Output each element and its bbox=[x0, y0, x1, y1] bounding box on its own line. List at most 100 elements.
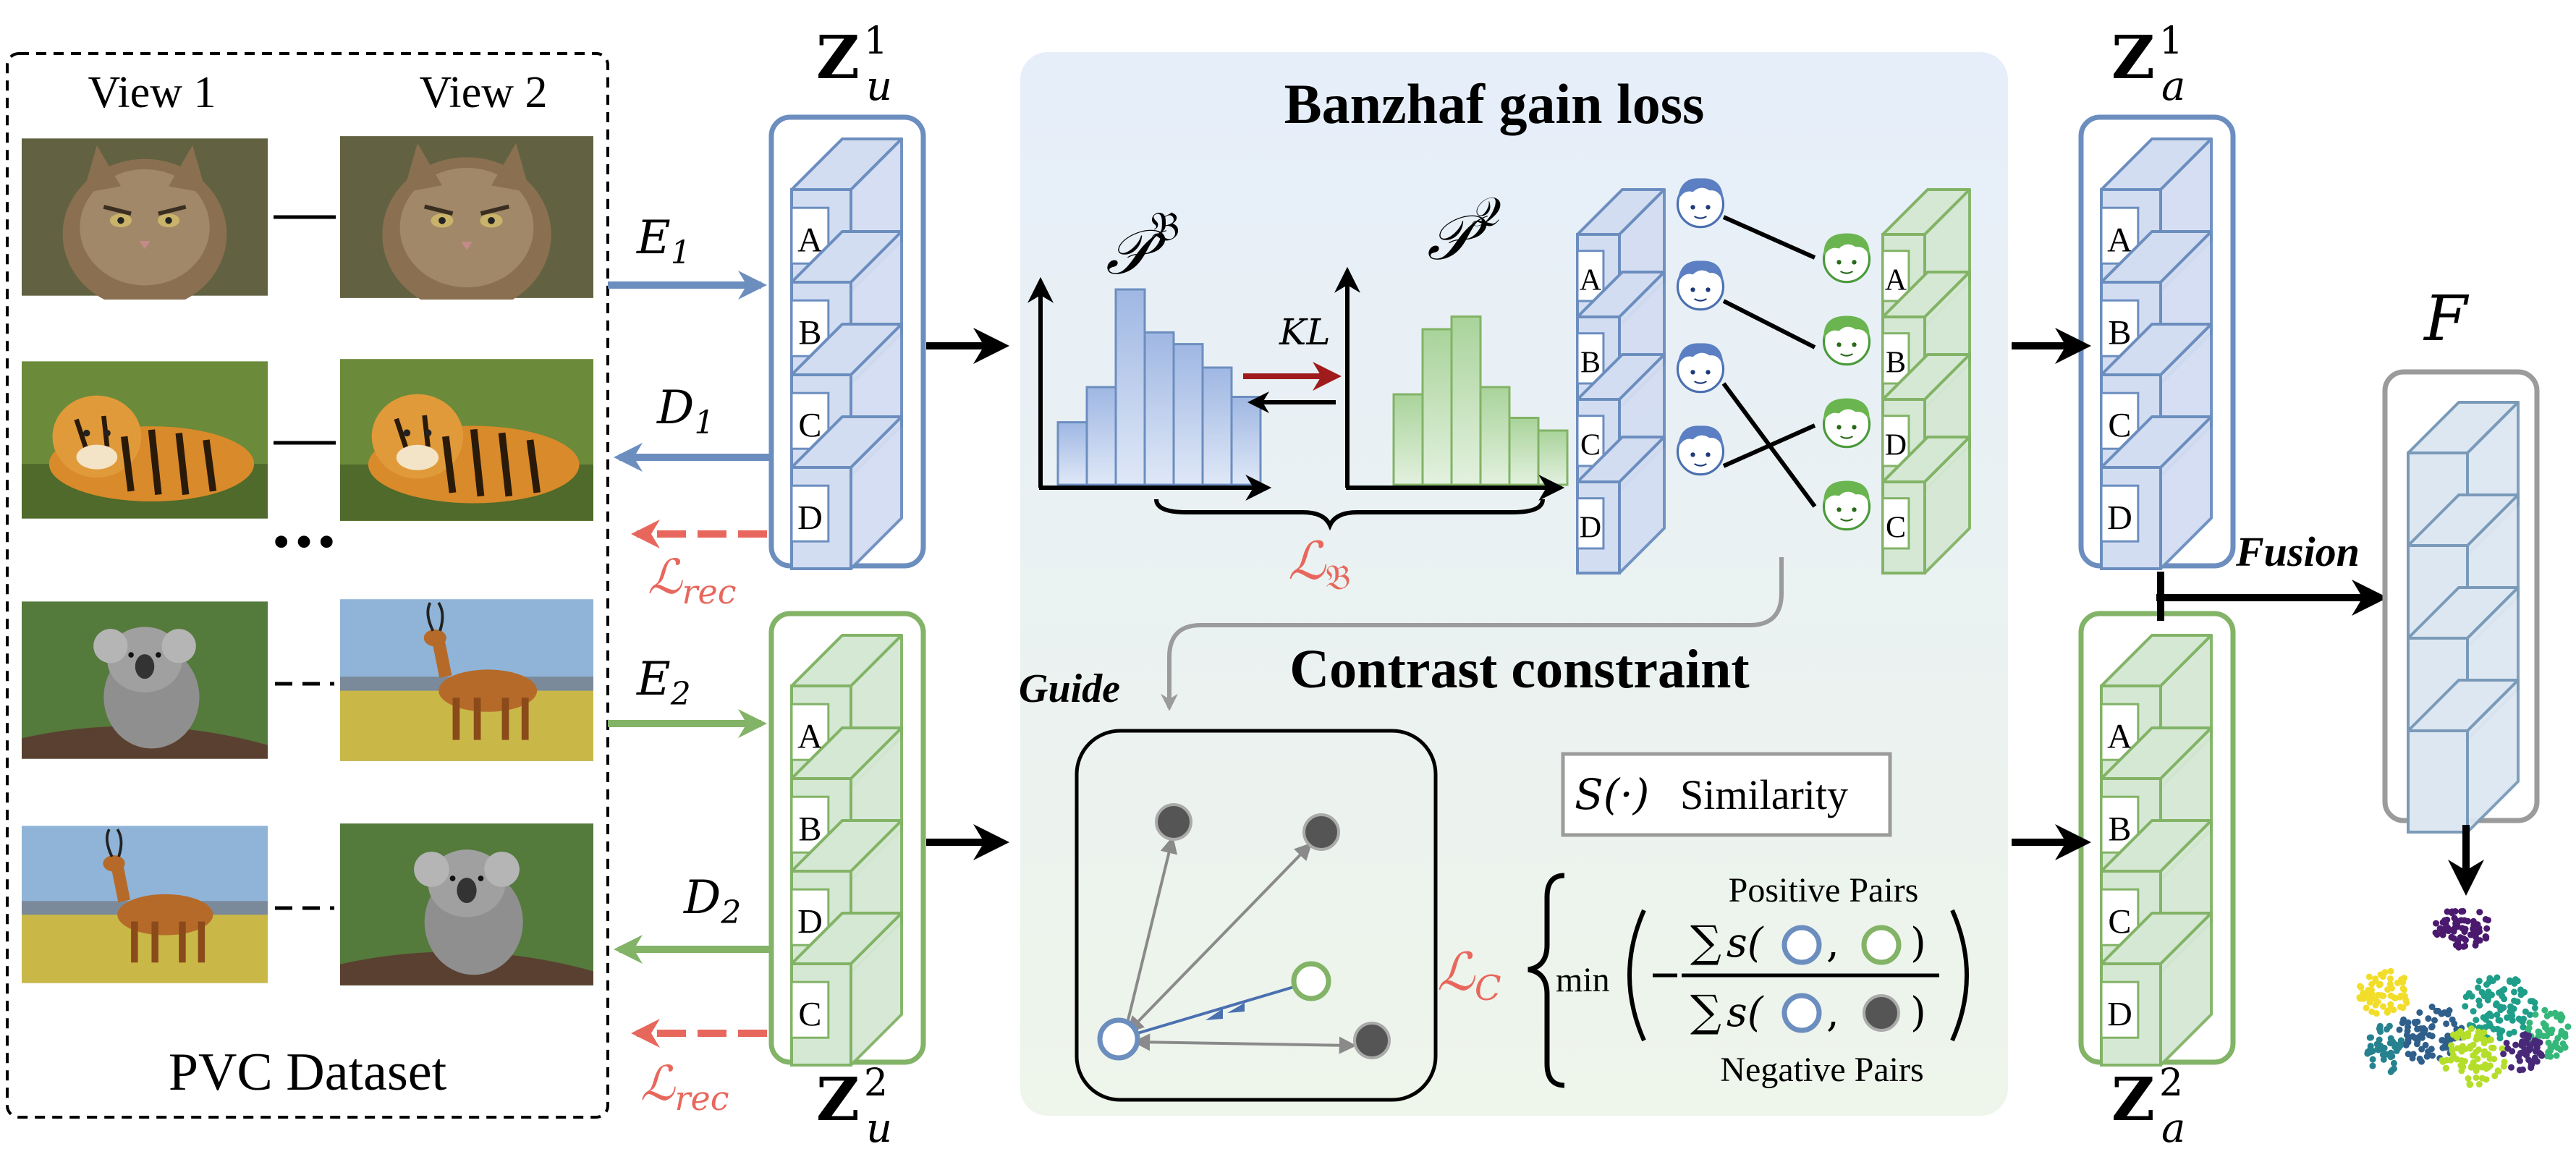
scatter-point bbox=[2545, 1048, 2552, 1056]
scatter-point bbox=[2460, 935, 2467, 942]
scatter-point bbox=[2452, 920, 2460, 927]
decoder-d1: D1 bbox=[614, 381, 773, 472]
scatter-point bbox=[2497, 1004, 2504, 1011]
latent-zu1-stack: A B C D bbox=[768, 114, 926, 570]
scatter-point bbox=[2494, 1026, 2501, 1033]
block-label: C bbox=[1580, 429, 1601, 462]
dark-node bbox=[1353, 1022, 1391, 1059]
d1-sub: 1 bbox=[694, 404, 714, 441]
match-line bbox=[1722, 299, 1816, 349]
scatter-point bbox=[2495, 1068, 2502, 1075]
scatter-point bbox=[2473, 1048, 2480, 1056]
scatter-point bbox=[2428, 1046, 2435, 1053]
decoder-d2: D2 bbox=[614, 871, 773, 964]
scatter-point bbox=[2499, 987, 2506, 994]
scatter-point bbox=[2554, 1044, 2561, 1051]
scatter-point bbox=[2473, 1017, 2480, 1024]
scatter-point bbox=[2363, 1004, 2370, 1012]
negative-pairs-label: Negative Pairs bbox=[1720, 1051, 1923, 1089]
scatter-point bbox=[2364, 1048, 2371, 1056]
scatter-point bbox=[2506, 1030, 2513, 1038]
hist-q-bar-3 bbox=[1479, 386, 1511, 486]
block-label-box bbox=[790, 980, 830, 1039]
scatter-point bbox=[2514, 978, 2521, 985]
scatter-point bbox=[2418, 1046, 2425, 1053]
e2-sub: 2 bbox=[670, 676, 691, 713]
scatter-point bbox=[2402, 1041, 2410, 1048]
scatter-point bbox=[2525, 1025, 2533, 1032]
block-label: A bbox=[1580, 264, 1602, 297]
scatter-point bbox=[2448, 1042, 2455, 1049]
scatter-point bbox=[2482, 1016, 2489, 1023]
scatter-point bbox=[2387, 1054, 2394, 1061]
scatter-point bbox=[2396, 1026, 2403, 1033]
scatter-point bbox=[2439, 925, 2446, 933]
scatter-point bbox=[2488, 1044, 2496, 1051]
svg-text:ℒrec: ℒrec bbox=[640, 1056, 729, 1118]
scatter-point bbox=[2558, 1027, 2565, 1035]
block-label: D bbox=[797, 902, 823, 941]
scatter-point bbox=[2439, 1056, 2446, 1064]
hist-q-bar-1 bbox=[1421, 328, 1453, 486]
dist-q-sup: 𝒬 bbox=[1472, 189, 1501, 236]
za1-sub: a bbox=[2161, 63, 2185, 110]
block-label: D bbox=[797, 499, 823, 537]
e2-base: E bbox=[636, 653, 671, 706]
hist-b-bar-3 bbox=[1143, 331, 1175, 486]
guide-label: Guide bbox=[1019, 666, 1120, 711]
scatter-point bbox=[2466, 1081, 2473, 1088]
scatter-point bbox=[2482, 915, 2489, 923]
svg-text:∑: ∑ bbox=[1690, 986, 1721, 1037]
block-label: D bbox=[1580, 512, 1601, 545]
scatter-point bbox=[2526, 1019, 2533, 1027]
svg-text:,: , bbox=[1826, 920, 1839, 967]
scatter-point bbox=[2470, 1059, 2477, 1066]
rec2-base: ℒ bbox=[640, 1056, 676, 1111]
scatter-point bbox=[2483, 1076, 2490, 1083]
scatter-point bbox=[2374, 999, 2381, 1006]
scatter-point bbox=[2465, 1030, 2472, 1037]
scatter-point bbox=[2428, 1004, 2436, 1011]
cluster-scatter bbox=[2356, 907, 2572, 1088]
guide-arrow bbox=[1161, 557, 1784, 711]
scatter-point bbox=[2541, 1006, 2549, 1014]
recon-loss-2: ℒrec bbox=[631, 1019, 767, 1118]
block-label: B bbox=[1886, 347, 1906, 380]
d1-base: D bbox=[656, 381, 694, 435]
scatter-point bbox=[2512, 1041, 2520, 1048]
svg-text:s(: s( bbox=[1726, 920, 1764, 967]
scatter-point bbox=[2520, 1024, 2527, 1031]
scatter-point bbox=[2526, 1011, 2533, 1018]
fusion-label: Fusion bbox=[2235, 528, 2360, 575]
svg-text:): ) bbox=[1910, 989, 1926, 1036]
scatter-point bbox=[2499, 1045, 2506, 1052]
scatter-point bbox=[2450, 928, 2457, 935]
scatter-point bbox=[2386, 1040, 2394, 1047]
scatter-point bbox=[2481, 1048, 2488, 1055]
scatter-point bbox=[2499, 993, 2506, 1000]
scatter-point bbox=[2521, 988, 2528, 996]
scatter-point bbox=[2500, 1063, 2507, 1070]
scatter-point bbox=[2439, 1036, 2446, 1043]
scatter-point bbox=[2517, 1049, 2524, 1056]
paren-right bbox=[1950, 909, 1969, 1042]
scatter-point bbox=[2366, 999, 2373, 1006]
scatter-point bbox=[2467, 931, 2474, 938]
scatter-point bbox=[2557, 1011, 2564, 1018]
scatter-point bbox=[2470, 917, 2477, 925]
scatter-point bbox=[2511, 988, 2518, 996]
player-face-green-icon bbox=[1822, 314, 1871, 366]
scatter-point bbox=[2564, 1023, 2572, 1030]
scatter-point bbox=[2526, 1043, 2533, 1051]
block-label: A bbox=[2107, 221, 2132, 259]
scatter-point bbox=[2422, 1041, 2429, 1048]
hist-q-bar-4 bbox=[1508, 417, 1540, 486]
scatter-point bbox=[2433, 1007, 2440, 1014]
scatter-point bbox=[2491, 1072, 2499, 1080]
scatter-point bbox=[2390, 1059, 2397, 1067]
block-label-box bbox=[1576, 415, 1605, 467]
scatter-point bbox=[2478, 988, 2486, 996]
koala-photo-view1 bbox=[22, 601, 268, 759]
